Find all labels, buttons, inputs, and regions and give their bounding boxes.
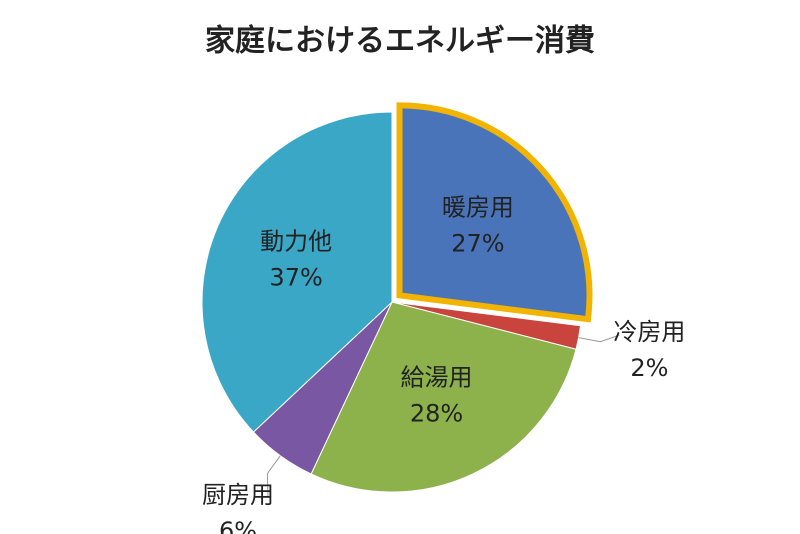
highlight-outline [396,102,593,323]
slice-label: 暖房用 [442,193,514,221]
value-label: 28% [410,400,463,428]
value-label: 2% [630,354,668,382]
pie-slice [310,301,577,493]
slice-label: 冷房用 [613,318,685,346]
slice-label: 厨房用 [202,481,274,509]
leader-line [578,334,620,343]
value-label: 27% [451,229,504,257]
value-label: 6% [219,517,257,534]
slice-label: 動力他 [260,227,332,255]
slice-label: 給湯用 [400,364,472,392]
pie-slice [201,111,393,433]
leader-line [266,455,281,498]
chart-title: 家庭におけるエネルギー消費 [205,24,595,59]
value-label: 37% [269,263,322,291]
